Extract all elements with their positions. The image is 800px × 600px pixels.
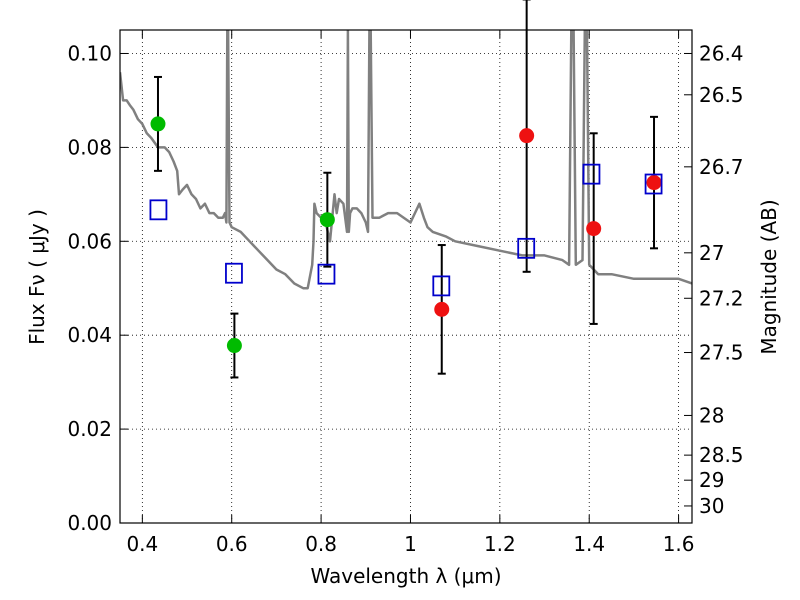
x-tick-label: 1.6 (663, 532, 695, 556)
y-tick-label: 0.06 (67, 229, 112, 253)
right-tick-label: 28 (699, 403, 724, 427)
x-tick-label: 0.6 (216, 532, 248, 556)
data-point (226, 338, 242, 354)
x-tick-label: 0.8 (305, 532, 337, 556)
data-point (586, 221, 602, 237)
right-tick-label: 26.7 (699, 155, 744, 179)
right-tick-label: 26.4 (699, 41, 744, 65)
model-point (432, 275, 451, 297)
y-tick-label: 0.02 (67, 417, 112, 441)
model-point (149, 199, 168, 221)
x-tick-label: 1 (404, 532, 417, 556)
data-points-layer (149, 0, 663, 379)
x-tick-label: 1.2 (484, 532, 516, 556)
data-point (646, 175, 662, 191)
right-axis-title: Magnitude (AB) (757, 199, 781, 354)
grid (120, 30, 692, 523)
x-tick-label: 1.4 (573, 532, 605, 556)
model-point (517, 237, 536, 259)
data-point (519, 128, 535, 144)
right-tick-label: 30 (699, 494, 724, 518)
right-tick-label: 28.5 (699, 443, 744, 467)
y-tick-label: 0.10 (67, 41, 112, 65)
data-point (150, 116, 166, 132)
data-point (319, 212, 335, 228)
model-point (582, 163, 601, 185)
right-tick-label: 26.5 (699, 83, 744, 107)
axis-ticks: 0.4 0.6 0.8 1 1.2 1.4 1.6 0.00 0.02 0.04 0.06 0.08 0… (67, 30, 744, 556)
model-point (317, 263, 336, 285)
model-point (225, 262, 243, 284)
right-tick-label: 29 (699, 468, 724, 492)
y-tick-label: 0.04 (67, 323, 112, 347)
spectrum-curve-layer (120, 30, 692, 290)
y-tick-label: 0.08 (67, 135, 112, 159)
plot-frame (119, 29, 693, 524)
right-tick-label: 27 (699, 241, 724, 265)
x-tick-label: 0.4 (126, 532, 158, 556)
spectrum-line (120, 30, 692, 290)
model-point (644, 173, 663, 195)
x-axis-title: Wavelength λ (μm) (310, 564, 501, 588)
right-tick-label: 27.5 (699, 341, 744, 365)
y-axis-title: Flux Fν ( μJy ) (25, 209, 49, 345)
y-tick-label: 0.00 (67, 511, 112, 535)
data-point (434, 301, 450, 317)
right-tick-label: 27.2 (699, 286, 744, 310)
